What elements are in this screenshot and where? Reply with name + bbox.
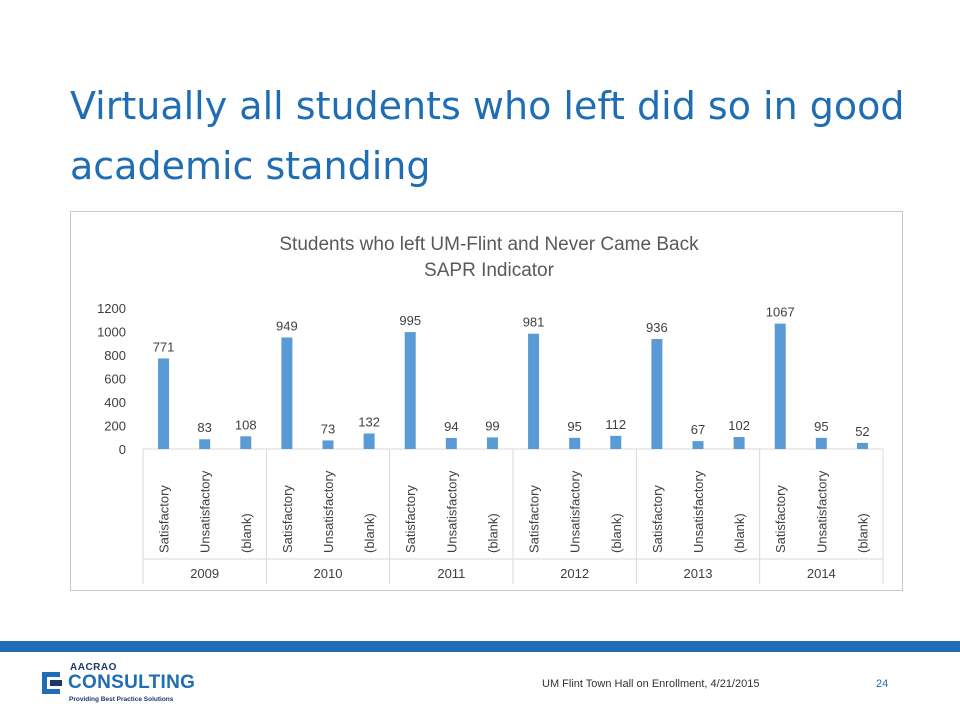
- group-label: 2010: [314, 566, 343, 581]
- logo-main-text: CONSULTING: [68, 672, 196, 693]
- data-label: 95: [567, 419, 581, 434]
- bar: [651, 339, 663, 449]
- bar: [569, 437, 581, 449]
- bar-chart: Students who left UM-Flint and Never Cam…: [97, 234, 884, 584]
- y-tick-label: 800: [104, 348, 126, 363]
- category-label: Satisfactory: [773, 485, 788, 553]
- bar: [363, 433, 375, 449]
- data-label: 94: [444, 419, 458, 434]
- category-label: Satisfactory: [403, 485, 418, 553]
- y-tick-label: 0: [119, 442, 126, 457]
- category-label: Unsatisfactory: [198, 470, 213, 553]
- category-label: (blank): [855, 513, 870, 553]
- bar: [322, 440, 334, 449]
- bar: [240, 436, 252, 449]
- bar: [733, 437, 745, 449]
- data-label: 83: [197, 420, 211, 435]
- y-tick-label: 200: [104, 419, 126, 434]
- logo-mark-icon: [42, 672, 62, 694]
- y-tick-label: 1000: [97, 325, 126, 340]
- data-label: 771: [153, 339, 175, 354]
- data-label: 936: [646, 320, 668, 335]
- bar: [856, 442, 868, 449]
- category-label: Satisfactory: [157, 485, 172, 553]
- bar: [528, 333, 540, 449]
- category-label: (blank): [239, 513, 254, 553]
- data-label: 52: [855, 424, 869, 439]
- chart-subtitle: SAPR Indicator: [424, 260, 555, 281]
- category-label: (blank): [609, 513, 624, 553]
- data-label: 1067: [766, 305, 795, 320]
- logo-tagline: Providing Best Practice Solutions: [69, 696, 174, 703]
- data-label: 67: [691, 422, 705, 437]
- data-label: 112: [605, 417, 626, 432]
- data-label: 995: [399, 313, 421, 328]
- category-label: Satisfactory: [650, 485, 665, 553]
- category-label: Satisfactory: [280, 485, 295, 553]
- bar: [158, 358, 170, 449]
- bar: [404, 332, 416, 449]
- data-label: 108: [235, 417, 257, 432]
- slide-title: Virtually all students who left did so i…: [70, 84, 905, 188]
- y-tick-label: 400: [104, 395, 126, 410]
- bar: [445, 437, 457, 449]
- category-label: Unsatisfactory: [814, 470, 829, 553]
- category-label: Satisfactory: [527, 485, 542, 553]
- data-label: 95: [814, 419, 828, 434]
- data-label: 981: [523, 315, 545, 330]
- data-label: 73: [321, 421, 335, 436]
- group-label: 2014: [807, 566, 836, 581]
- bar: [815, 437, 827, 449]
- group-label: 2013: [684, 566, 713, 581]
- bar: [486, 437, 498, 449]
- page-number: 24: [876, 678, 889, 690]
- data-label: 949: [276, 318, 298, 333]
- footer-bar: [0, 641, 960, 652]
- category-label: (blank): [732, 513, 747, 553]
- category-label: Unsatisfactory: [691, 470, 706, 553]
- category-label: Unsatisfactory: [321, 470, 336, 553]
- bar: [281, 337, 293, 449]
- aacrao-consulting-logo: AACRAO CONSULTING Providing Best Practic…: [38, 662, 208, 708]
- footer-text: UM Flint Town Hall on Enrollment, 4/21/2…: [542, 678, 760, 690]
- group-label: 2009: [190, 566, 219, 581]
- data-label: 102: [728, 418, 750, 433]
- category-label: Unsatisfactory: [568, 470, 583, 553]
- category-label: (blank): [485, 513, 500, 553]
- data-label: 132: [358, 414, 380, 429]
- bar: [199, 439, 211, 449]
- chart-frame: Students who left UM-Flint and Never Cam…: [70, 211, 903, 591]
- group-label: 2011: [437, 566, 465, 581]
- category-label: Unsatisfactory: [444, 470, 459, 553]
- chart-title: Students who left UM-Flint and Never Cam…: [279, 234, 699, 255]
- logo-top-text: AACRAO: [70, 662, 117, 673]
- group-label: 2012: [560, 566, 589, 581]
- y-tick-label: 600: [104, 372, 126, 387]
- category-label: (blank): [362, 513, 377, 553]
- y-tick-label: 1200: [97, 301, 126, 316]
- bar: [610, 435, 622, 449]
- bar: [774, 323, 786, 449]
- data-label: 99: [485, 418, 499, 433]
- bar: [692, 441, 704, 449]
